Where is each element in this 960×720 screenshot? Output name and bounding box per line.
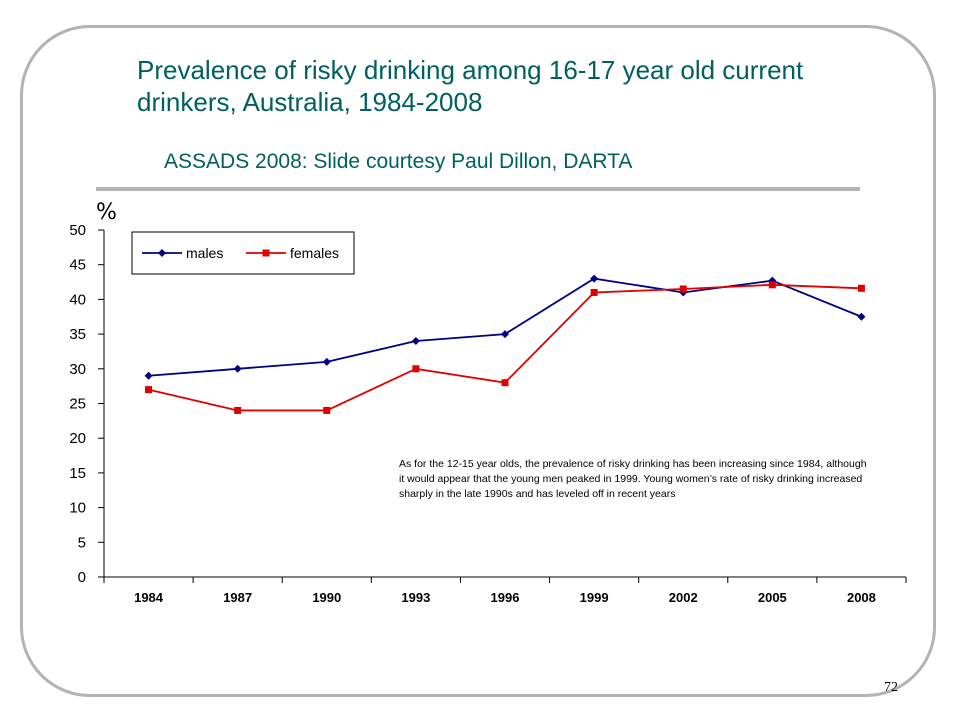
females-point <box>145 386 153 394</box>
title-divider <box>96 187 860 191</box>
page-number: 72 <box>884 680 898 695</box>
y-tick-label: 5 <box>78 534 86 551</box>
males-point <box>144 371 153 380</box>
x-tick-label: 2008 <box>847 590 876 605</box>
chart-annotation: As for the 12-15 year olds, the prevalen… <box>399 458 867 500</box>
y-tick-label: 50 <box>69 222 86 239</box>
males-point <box>233 364 242 373</box>
legend-females-label: females <box>290 245 339 261</box>
y-tick-label: 20 <box>69 430 86 447</box>
x-tick-label: 1996 <box>491 590 520 605</box>
females-point <box>857 284 865 292</box>
x-tick-label: 2005 <box>758 590 787 605</box>
x-tick-label: 1999 <box>580 590 609 605</box>
legend-males-marker <box>158 249 166 257</box>
slide-subtitle: ASSADS 2008: Slide courtesy Paul Dillon,… <box>164 150 633 173</box>
slide-title: Prevalence of risky drinking among 16-17… <box>137 55 804 117</box>
y-tick-label: 0 <box>78 569 86 586</box>
y-tick-label: 25 <box>69 396 86 413</box>
females-point <box>590 288 598 296</box>
males-point <box>322 357 331 366</box>
males-point <box>501 330 509 339</box>
males-point <box>857 312 866 321</box>
females-point <box>412 365 420 373</box>
y-unit-label: % <box>96 200 117 225</box>
males-line <box>148 277 862 377</box>
y-tick-label: 40 <box>69 291 86 308</box>
y-tick-label: 15 <box>69 465 86 482</box>
x-tick-label: 1987 <box>223 590 252 605</box>
males-point <box>590 274 599 283</box>
x-tick-label: 2002 <box>669 590 698 605</box>
females-point <box>768 281 776 289</box>
y-tick-label: 35 <box>69 326 86 343</box>
legend-females-marker <box>262 249 270 257</box>
x-tick-label: 1984 <box>134 590 164 605</box>
females-point <box>234 406 242 414</box>
y-tick-label: 30 <box>69 361 86 378</box>
females-point <box>323 406 331 414</box>
females-line <box>148 283 862 412</box>
females-point <box>501 379 509 387</box>
x-tick-label: 1990 <box>312 590 341 605</box>
males-point <box>411 337 420 346</box>
y-tick-label: 45 <box>69 257 86 274</box>
females-point <box>679 285 687 293</box>
legend-males-label: males <box>186 245 223 261</box>
y-tick-label: 10 <box>69 500 86 517</box>
slide-frame <box>20 25 936 697</box>
x-tick-label: 1993 <box>401 590 430 605</box>
